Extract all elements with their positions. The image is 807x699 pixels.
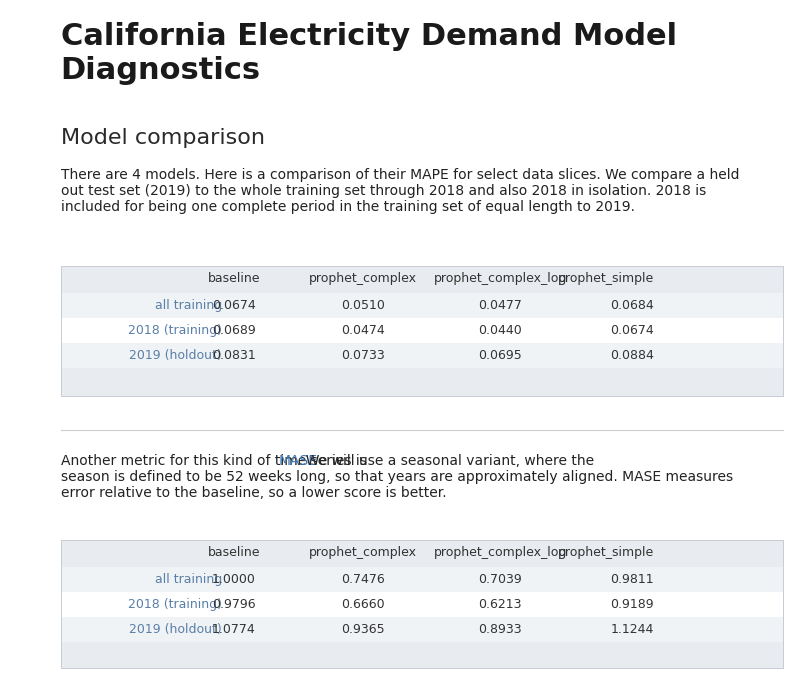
Text: 0.9189: 0.9189 xyxy=(610,598,654,611)
Text: prophet_complex: prophet_complex xyxy=(309,272,417,285)
FancyBboxPatch shape xyxy=(61,318,783,343)
Text: 1.1244: 1.1244 xyxy=(610,623,654,636)
Text: prophet_complex: prophet_complex xyxy=(309,546,417,559)
Text: season is defined to be 52 weeks long, so that years are approximately aligned. : season is defined to be 52 weeks long, s… xyxy=(61,470,733,484)
Text: There are 4 models. Here is a comparison of their MAPE for select data slices. W: There are 4 models. Here is a comparison… xyxy=(61,168,739,182)
Text: 0.0884: 0.0884 xyxy=(610,349,654,362)
Text: 0.9811: 0.9811 xyxy=(610,573,654,586)
FancyBboxPatch shape xyxy=(61,343,783,368)
Text: California Electricity Demand Model
Diagnostics: California Electricity Demand Model Diag… xyxy=(61,22,676,85)
Text: 0.0440: 0.0440 xyxy=(479,324,522,337)
Text: 0.6213: 0.6213 xyxy=(479,598,522,611)
Text: 0.7476: 0.7476 xyxy=(341,573,385,586)
Text: 0.0733: 0.0733 xyxy=(341,349,385,362)
Text: prophet_complex_log: prophet_complex_log xyxy=(433,272,567,285)
Text: . We will use a seasonal variant, where the: . We will use a seasonal variant, where … xyxy=(297,454,594,468)
Text: 0.0689: 0.0689 xyxy=(212,324,256,337)
Text: included for being one complete period in the training set of equal length to 20: included for being one complete period i… xyxy=(61,200,634,214)
Text: 0.0674: 0.0674 xyxy=(212,299,256,312)
Text: 0.0684: 0.0684 xyxy=(610,299,654,312)
Text: 0.7039: 0.7039 xyxy=(479,573,522,586)
Text: 0.0510: 0.0510 xyxy=(341,299,385,312)
Text: Model comparison: Model comparison xyxy=(61,128,265,148)
Text: 0.0695: 0.0695 xyxy=(479,349,522,362)
Text: out test set (2019) to the whole training set through 2018 and also 2018 in isol: out test set (2019) to the whole trainin… xyxy=(61,184,706,198)
Text: 0.8933: 0.8933 xyxy=(479,623,522,636)
Text: 0.9796: 0.9796 xyxy=(212,598,256,611)
Text: 2018 (training): 2018 (training) xyxy=(128,598,222,611)
FancyBboxPatch shape xyxy=(61,266,783,396)
FancyBboxPatch shape xyxy=(61,592,783,617)
Text: 2018 (training): 2018 (training) xyxy=(128,324,222,337)
Text: 0.0477: 0.0477 xyxy=(479,299,522,312)
Text: all training: all training xyxy=(155,573,222,586)
Text: 2019 (holdout): 2019 (holdout) xyxy=(129,623,222,636)
Text: 0.9365: 0.9365 xyxy=(341,623,385,636)
Text: 2019 (holdout): 2019 (holdout) xyxy=(129,349,222,362)
Text: 0.0474: 0.0474 xyxy=(341,324,385,337)
Text: prophet_simple: prophet_simple xyxy=(558,272,654,285)
Text: all training: all training xyxy=(155,299,222,312)
Text: error relative to the baseline, so a lower score is better.: error relative to the baseline, so a low… xyxy=(61,486,446,500)
Text: MASE: MASE xyxy=(278,454,318,468)
FancyBboxPatch shape xyxy=(61,293,783,318)
Text: prophet_simple: prophet_simple xyxy=(558,546,654,559)
Text: 0.0831: 0.0831 xyxy=(212,349,256,362)
FancyBboxPatch shape xyxy=(61,617,783,642)
Text: 1.0774: 1.0774 xyxy=(212,623,256,636)
Text: prophet_complex_log: prophet_complex_log xyxy=(433,546,567,559)
FancyBboxPatch shape xyxy=(61,540,783,668)
Text: 1.0000: 1.0000 xyxy=(212,573,256,586)
Text: baseline: baseline xyxy=(207,272,261,285)
FancyBboxPatch shape xyxy=(61,567,783,592)
Text: Another metric for this kind of time series is: Another metric for this kind of time ser… xyxy=(61,454,370,468)
Text: 0.6660: 0.6660 xyxy=(341,598,385,611)
Text: 0.0674: 0.0674 xyxy=(610,324,654,337)
Text: baseline: baseline xyxy=(207,546,261,559)
